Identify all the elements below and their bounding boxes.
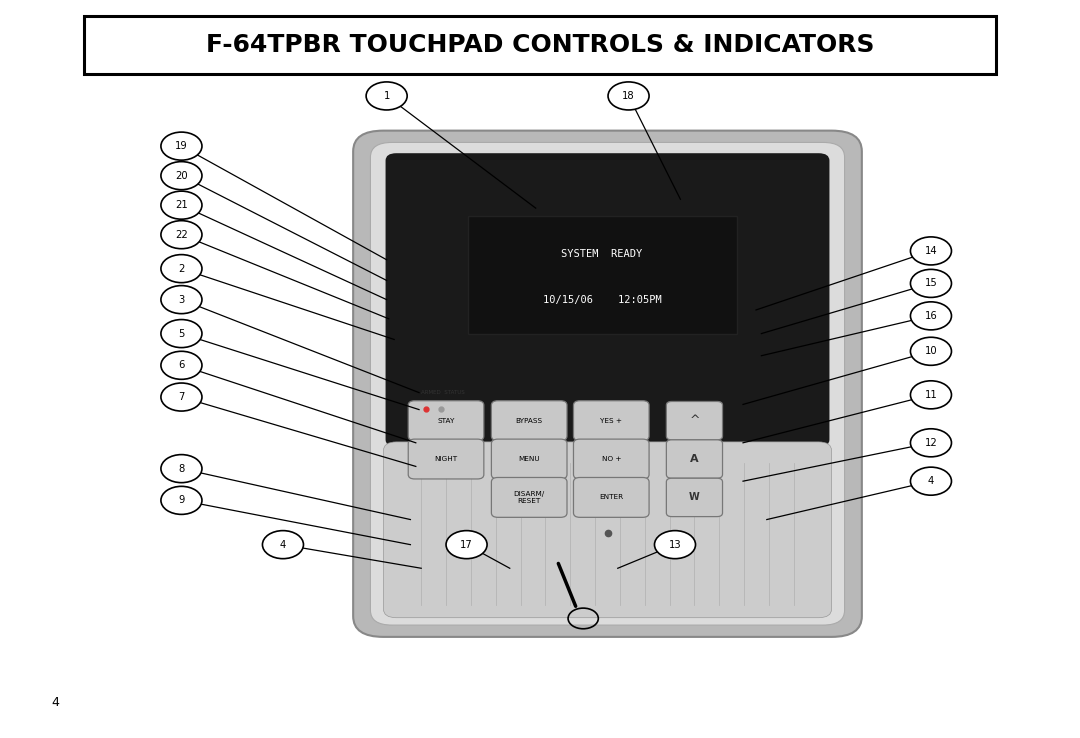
FancyBboxPatch shape — [408, 439, 484, 479]
Text: 2: 2 — [178, 263, 185, 274]
Text: YES +: YES + — [600, 418, 622, 424]
Circle shape — [161, 286, 202, 314]
Text: 1: 1 — [383, 91, 390, 101]
Text: F-64TPBR TOUCHPAD CONTROLS & INDICATORS: F-64TPBR TOUCHPAD CONTROLS & INDICATORS — [206, 33, 874, 57]
Circle shape — [446, 531, 487, 559]
Circle shape — [161, 320, 202, 348]
Text: ARMED  STATUS: ARMED STATUS — [421, 390, 465, 395]
Text: 9: 9 — [178, 495, 185, 506]
Text: 14: 14 — [924, 246, 937, 256]
Text: BYPASS: BYPASS — [515, 418, 543, 424]
Circle shape — [654, 531, 696, 559]
Text: 4: 4 — [52, 696, 59, 709]
Text: 10: 10 — [924, 346, 937, 356]
Text: STAY: STAY — [437, 418, 455, 424]
FancyBboxPatch shape — [666, 440, 723, 478]
Circle shape — [910, 429, 951, 457]
FancyBboxPatch shape — [353, 131, 862, 637]
Text: MENU: MENU — [518, 456, 540, 462]
Text: 7: 7 — [178, 392, 185, 402]
Text: 15: 15 — [924, 278, 937, 289]
Circle shape — [161, 383, 202, 411]
FancyBboxPatch shape — [386, 154, 829, 447]
FancyBboxPatch shape — [491, 477, 567, 517]
Text: 20: 20 — [175, 170, 188, 181]
FancyBboxPatch shape — [84, 16, 996, 74]
Text: 12: 12 — [924, 438, 937, 448]
Text: 16: 16 — [924, 311, 937, 321]
Text: NO +: NO + — [602, 456, 621, 462]
Text: 11: 11 — [924, 390, 937, 400]
Text: 3: 3 — [178, 294, 185, 305]
Circle shape — [910, 381, 951, 409]
FancyBboxPatch shape — [383, 442, 832, 618]
Circle shape — [161, 132, 202, 160]
Text: 5: 5 — [178, 328, 185, 339]
Circle shape — [910, 269, 951, 297]
Text: 8: 8 — [178, 463, 185, 474]
FancyBboxPatch shape — [491, 439, 567, 479]
Text: SYSTEM  READY: SYSTEM READY — [562, 249, 643, 259]
Circle shape — [608, 82, 649, 110]
Circle shape — [910, 302, 951, 330]
FancyBboxPatch shape — [666, 478, 723, 517]
FancyBboxPatch shape — [408, 401, 484, 441]
Circle shape — [366, 82, 407, 110]
Circle shape — [161, 221, 202, 249]
Circle shape — [910, 237, 951, 265]
Text: 17: 17 — [460, 539, 473, 550]
Text: 22: 22 — [175, 230, 188, 240]
FancyBboxPatch shape — [491, 401, 567, 441]
Circle shape — [910, 337, 951, 365]
Text: DISARM/
RESET: DISARM/ RESET — [514, 491, 544, 504]
Text: 4: 4 — [928, 476, 934, 486]
FancyBboxPatch shape — [370, 142, 845, 625]
Circle shape — [910, 467, 951, 495]
Circle shape — [161, 255, 202, 283]
Text: NIGHT: NIGHT — [434, 456, 458, 462]
Circle shape — [262, 531, 303, 559]
Text: A: A — [690, 454, 699, 464]
Text: 21: 21 — [175, 200, 188, 210]
Circle shape — [161, 162, 202, 190]
FancyBboxPatch shape — [666, 401, 723, 440]
FancyBboxPatch shape — [573, 439, 649, 479]
Text: ^: ^ — [689, 414, 700, 427]
Circle shape — [161, 455, 202, 483]
Text: 18: 18 — [622, 91, 635, 101]
Text: ENTER: ENTER — [599, 494, 623, 500]
Text: 13: 13 — [669, 539, 681, 550]
Text: 4: 4 — [280, 539, 286, 550]
Circle shape — [161, 191, 202, 219]
FancyBboxPatch shape — [468, 216, 737, 334]
Circle shape — [161, 351, 202, 379]
Text: 19: 19 — [175, 141, 188, 151]
Circle shape — [161, 486, 202, 514]
Text: 10/15/06    12:05PM: 10/15/06 12:05PM — [543, 295, 661, 305]
FancyBboxPatch shape — [573, 477, 649, 517]
Text: 6: 6 — [178, 360, 185, 370]
FancyBboxPatch shape — [573, 401, 649, 441]
Text: W: W — [689, 492, 700, 503]
